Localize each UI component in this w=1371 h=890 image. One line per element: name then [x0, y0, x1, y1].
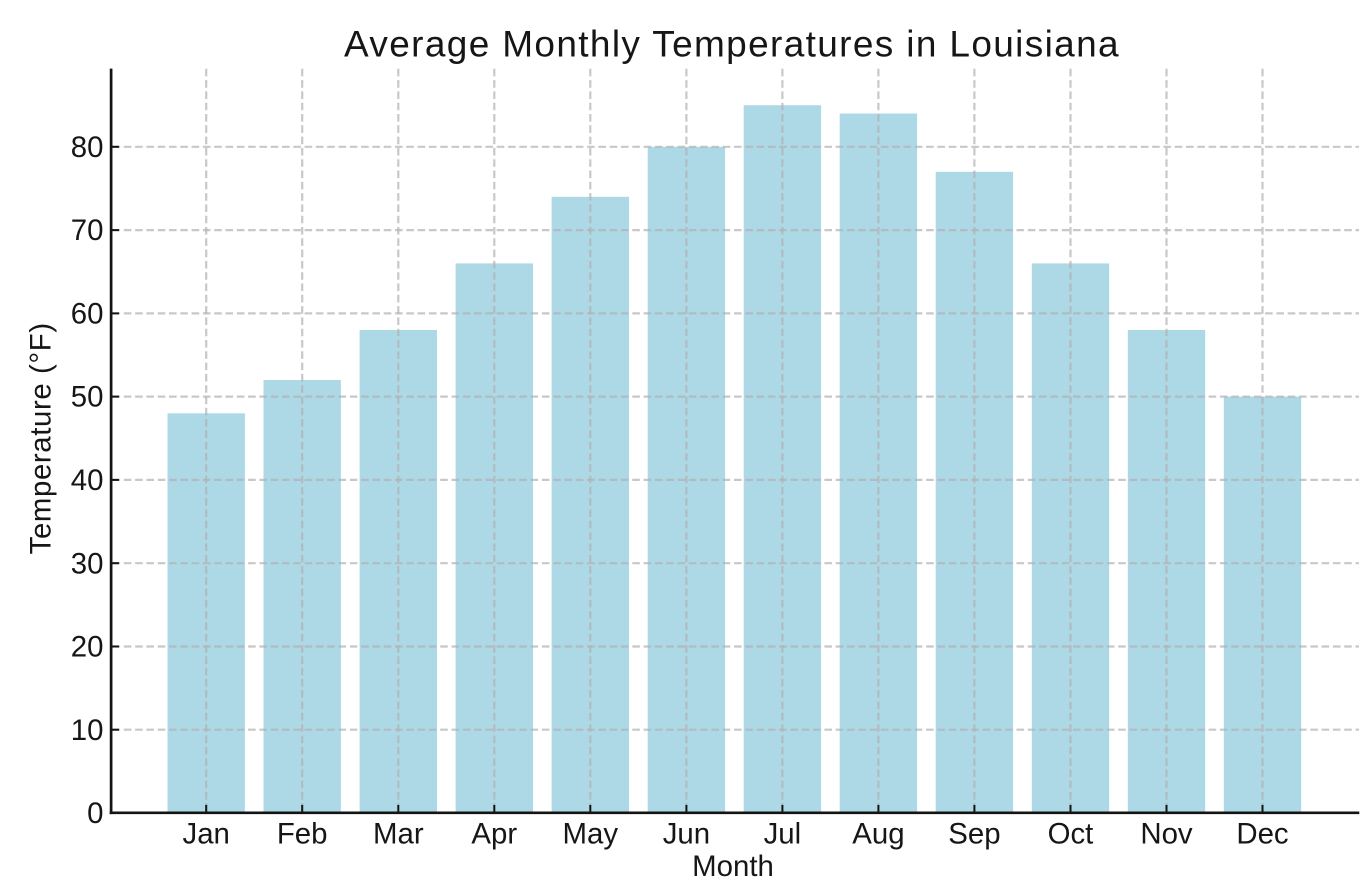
svg-text:Temperature (°F): Temperature (°F) — [25, 322, 58, 554]
svg-text:Average Monthly Temperatures i: Average Monthly Temperatures in Louisian… — [344, 23, 1120, 64]
svg-text:Apr: Apr — [471, 817, 517, 850]
svg-text:Sep: Sep — [948, 817, 1000, 850]
svg-text:May: May — [563, 817, 619, 850]
svg-text:40: 40 — [71, 464, 104, 497]
svg-text:Feb: Feb — [277, 817, 328, 850]
svg-text:Mar: Mar — [373, 817, 424, 850]
svg-text:30: 30 — [71, 547, 104, 580]
svg-text:60: 60 — [71, 298, 104, 331]
svg-text:Oct: Oct — [1048, 817, 1094, 850]
svg-text:10: 10 — [71, 714, 104, 747]
svg-text:0: 0 — [87, 797, 103, 830]
svg-text:80: 80 — [71, 131, 104, 164]
svg-text:Month: Month — [692, 850, 774, 883]
svg-text:Aug: Aug — [852, 817, 904, 850]
svg-text:Jul: Jul — [764, 817, 802, 850]
svg-text:Nov: Nov — [1140, 817, 1193, 850]
svg-text:Jan: Jan — [183, 817, 230, 850]
svg-text:Jun: Jun — [663, 817, 710, 850]
svg-text:50: 50 — [71, 381, 104, 414]
svg-text:20: 20 — [71, 631, 104, 664]
svg-text:Dec: Dec — [1236, 817, 1288, 850]
svg-text:70: 70 — [71, 214, 104, 247]
